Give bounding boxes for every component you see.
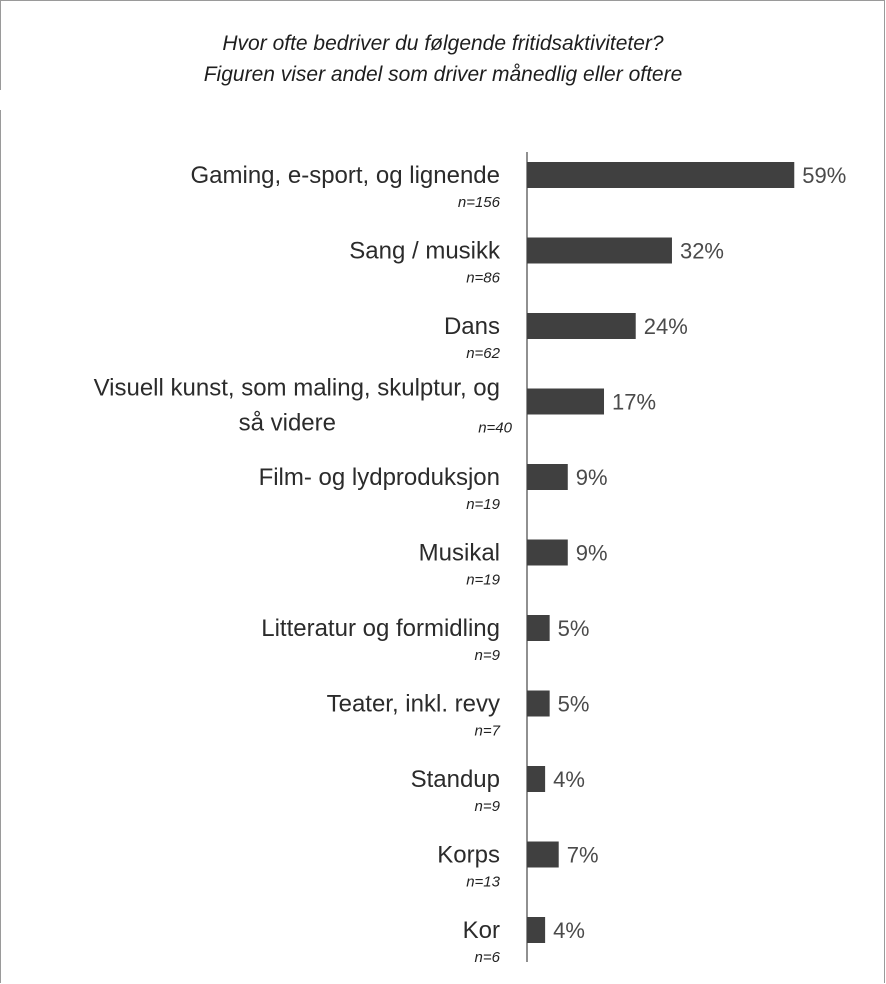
category-label: Standup (411, 766, 500, 793)
chart-title-line-2: Figuren viser andel som driver månedlig … (203, 63, 683, 86)
value-label: 59% (802, 163, 846, 188)
value-label: 4% (553, 767, 585, 792)
category-label-line-1: Visuell kunst, som maling, skulptur, og (94, 375, 500, 402)
bar (527, 464, 568, 490)
value-label: 24% (644, 314, 688, 339)
value-label: 4% (553, 918, 585, 943)
bar (527, 766, 546, 792)
category-label-line-2: så videre (239, 410, 336, 437)
chart-title-line-1: Hvor ofte bedriver du følgende fritidsak… (222, 32, 664, 55)
n-label: n=19 (466, 496, 500, 513)
bar (527, 690, 550, 717)
value-label: 9% (576, 541, 608, 566)
category-label: Korps (437, 842, 500, 869)
category-label: Sang / musikk (349, 238, 501, 265)
value-label: 9% (576, 465, 608, 490)
value-label: 32% (680, 239, 724, 264)
category-label: Gaming, e-sport, og lignende (190, 162, 500, 189)
n-label: n=7 (475, 723, 501, 740)
bar (527, 162, 795, 188)
bar (527, 237, 672, 264)
n-label: n=86 (466, 270, 500, 287)
bar (527, 615, 550, 641)
n-label: n=156 (458, 194, 501, 211)
category-label: Musikal (419, 540, 500, 567)
bar (527, 917, 546, 943)
n-label: n=40 (478, 420, 512, 437)
bar (527, 388, 605, 415)
n-label: n=9 (475, 798, 501, 815)
value-label: 5% (558, 692, 590, 717)
n-label: n=13 (466, 874, 500, 891)
n-label: n=62 (466, 345, 500, 362)
value-label: 17% (612, 390, 656, 415)
value-label: 5% (558, 616, 590, 641)
value-label: 7% (567, 843, 599, 868)
bar (527, 313, 636, 339)
category-label: Dans (444, 313, 500, 340)
n-label: n=6 (475, 949, 501, 966)
n-label: n=19 (466, 572, 500, 589)
bar (527, 539, 568, 566)
category-label: Kor (463, 917, 500, 944)
bar (527, 841, 559, 868)
category-label: Litteratur og formidling (261, 615, 500, 642)
category-label: Teater, inkl. revy (327, 691, 500, 718)
n-label: n=9 (475, 647, 501, 664)
frame-gap (0, 90, 1, 110)
category-label: Film- og lydproduksjon (259, 464, 500, 491)
